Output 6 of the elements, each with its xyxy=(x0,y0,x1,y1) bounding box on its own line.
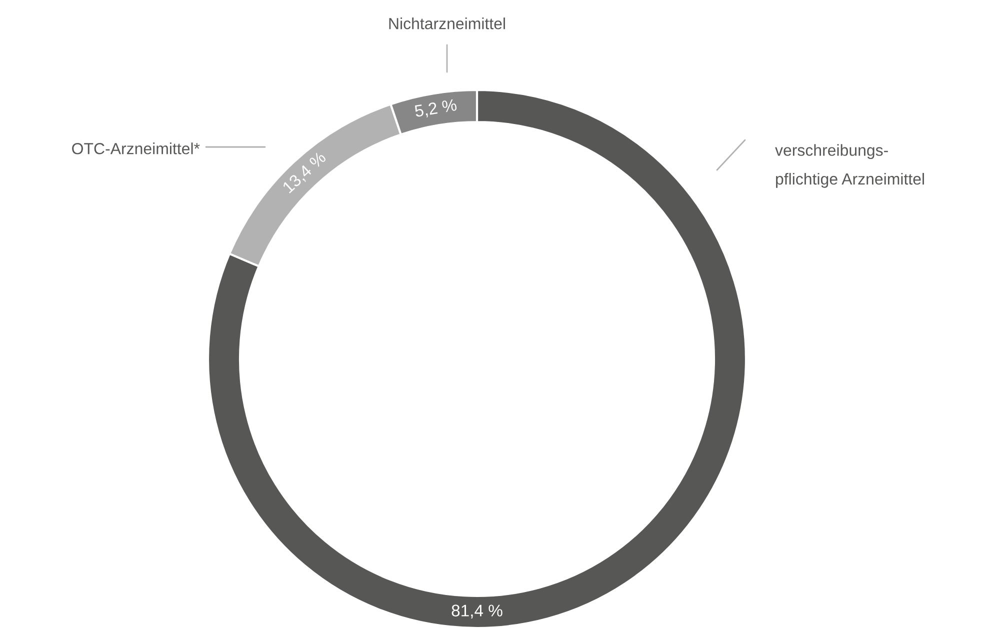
slice-label: OTC-Arzneimittel* xyxy=(72,142,200,154)
data-label: 81,4 % xyxy=(452,604,502,618)
donut-slice xyxy=(206,88,748,629)
data-label: 5,2 % xyxy=(414,98,458,120)
slice-label: Nichtarzneimittel xyxy=(389,18,505,30)
slice-label: verschreibungs- pflichtige Arzneimittel xyxy=(775,144,924,188)
